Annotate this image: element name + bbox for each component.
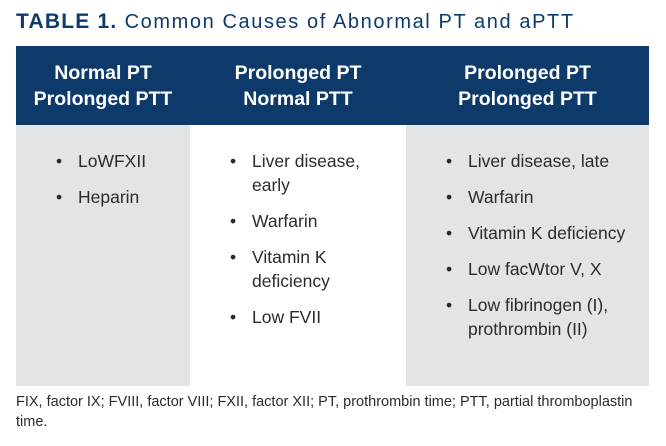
column-normal-pt-prolonged-ptt: LoWFXII Heparin [16, 125, 190, 386]
list-item: LoWFXII [56, 149, 146, 173]
table-caption: Common Causes of Abnormal PT and aPTT [124, 11, 575, 33]
causes-table: Normal PT Prolonged PTT Prolonged PT Nor… [16, 46, 649, 386]
column-prolonged-pt-normal-ptt: Liver disease, early Warfarin Vitamin K … [190, 125, 406, 386]
footnote: FIX, factor IX; FVIII, factor VIII; FXII… [16, 394, 633, 430]
list-item: Warfarin [230, 209, 400, 233]
list-item: Liver disease, early [230, 149, 400, 197]
cause-list: LoWFXII Heparin [56, 149, 146, 221]
list-item: Low fibrinogen (I), prothrombin (II) [446, 293, 646, 341]
header-line: Normal PTT [243, 87, 353, 110]
header-line: Prolonged PT [464, 61, 591, 84]
column-prolonged-pt-prolonged-ptt: Liver disease, late Warfarin Vitamin K d… [406, 125, 649, 386]
header-line: Prolonged PT [234, 61, 362, 84]
list-item: Heparin [56, 185, 146, 209]
cause-list: Liver disease, early Warfarin Vitamin K … [230, 149, 400, 341]
table-title: TABLE 1. Common Causes of Abnormal PT an… [16, 10, 575, 34]
cause-list: Liver disease, late Warfarin Vitamin K d… [446, 149, 646, 353]
header-prolonged-pt-normal-ptt: Prolonged PT Normal PTT [190, 46, 406, 125]
header-line: Prolonged PTT [33, 87, 173, 110]
header-line: Prolonged PTT [458, 87, 597, 110]
list-item: Low facWtor V, X [446, 257, 646, 281]
header-line: Normal PT [54, 61, 152, 84]
list-item: Low FVII [230, 305, 400, 329]
list-item: Vitamin K deficiency [230, 245, 400, 293]
header-normal-pt-prolonged-ptt: Normal PT Prolonged PTT [16, 46, 190, 125]
list-item: Liver disease, late [446, 149, 646, 173]
table-number: TABLE 1. [16, 10, 118, 33]
list-item: Warfarin [446, 185, 646, 209]
header-prolonged-pt-prolonged-ptt: Prolonged PT Prolonged PTT [406, 46, 649, 125]
list-item: Vitamin K deficiency [446, 221, 646, 245]
